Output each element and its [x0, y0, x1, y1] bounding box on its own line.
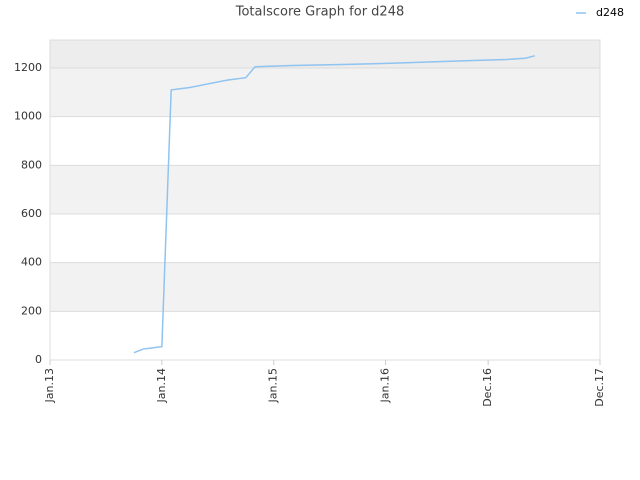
y-tick-label: 0: [35, 353, 42, 366]
series-line: [133, 55, 535, 354]
y-tick-label: 1000: [14, 110, 42, 123]
plot-band: [50, 40, 600, 68]
plot-band: [50, 67, 600, 117]
x-tick-label: Dec.17: [593, 368, 606, 407]
x-tick-label: Jan.13: [43, 368, 56, 403]
plot-frame: [49, 39, 601, 361]
x-tick-label: Dec.16: [481, 368, 494, 407]
y-tick-label: 400: [21, 256, 42, 269]
x-tick-label: Jan.14: [155, 368, 168, 403]
y-tick-label: 1200: [14, 61, 42, 74]
y-tick-label: 200: [21, 304, 42, 317]
plot-band: [50, 165, 600, 214]
plot-band: [50, 262, 600, 312]
legend-label: d248: [596, 6, 624, 19]
y-tick-label: 600: [21, 207, 42, 220]
y-tick-label: 800: [21, 158, 42, 171]
x-tick-label: Jan.15: [267, 368, 280, 403]
x-tick-label: Jan.16: [379, 368, 392, 403]
chart-title: Totalscore Graph for d248: [235, 5, 405, 20]
